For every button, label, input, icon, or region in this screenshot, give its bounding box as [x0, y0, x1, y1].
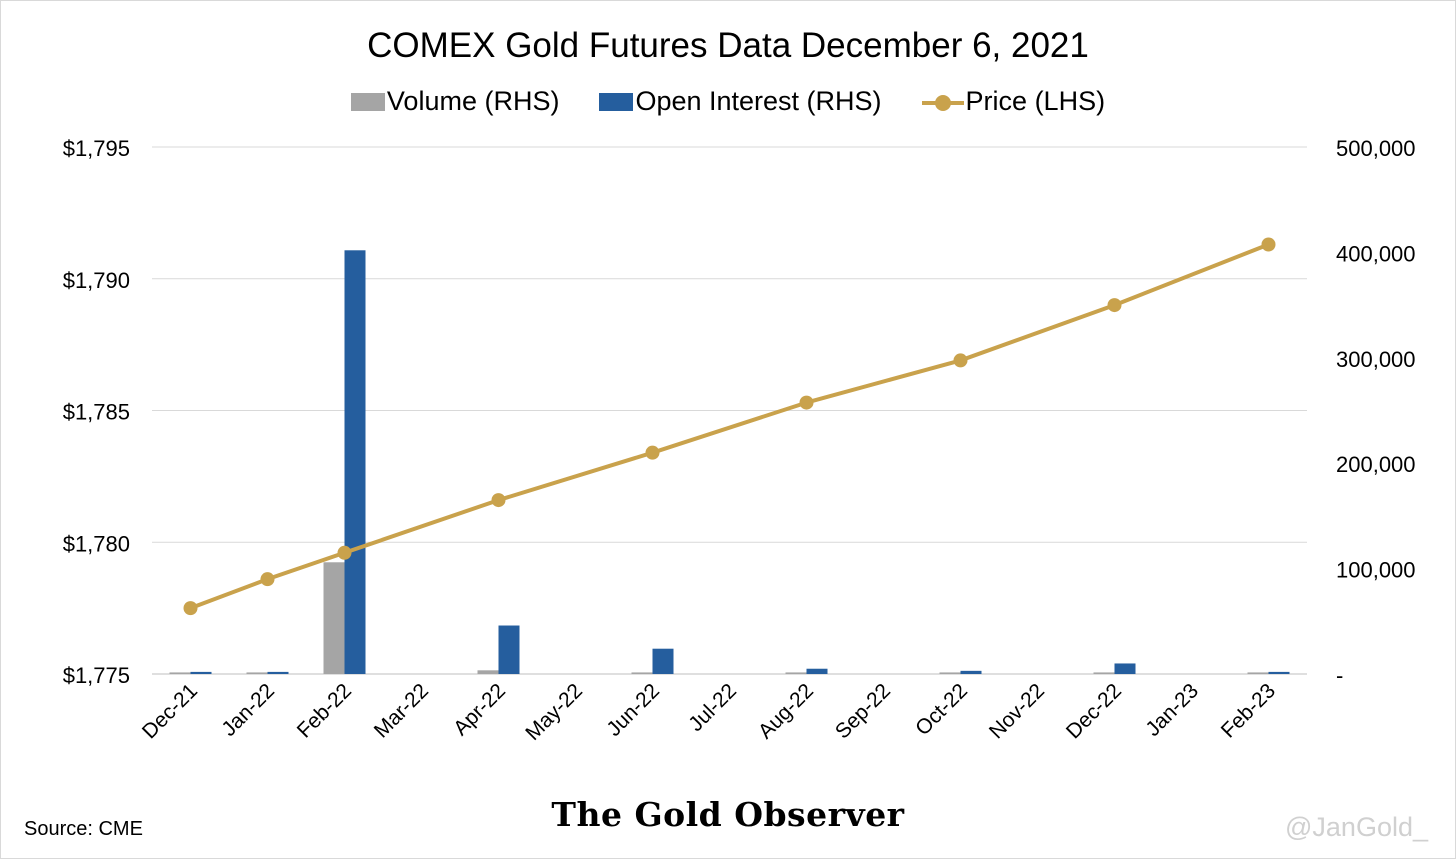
price-point [491, 493, 506, 508]
x-axis-tick-label: Dec-22 [1062, 679, 1126, 743]
volume-bar [1093, 672, 1115, 674]
volume-bar [246, 672, 268, 674]
volume-bar [169, 672, 191, 674]
price-point [645, 445, 660, 460]
x-axis-tick-label: Oct-22 [911, 679, 972, 740]
price-point [1107, 298, 1122, 313]
open-interest-bar [1114, 663, 1136, 674]
price-point [260, 572, 275, 587]
x-axis-tick-label: Jul-22 [684, 679, 741, 736]
x-axis-tick-label: Jan-23 [1141, 679, 1203, 741]
right-axis-tick-label: - [1336, 663, 1343, 688]
price-point [953, 353, 968, 368]
right-axis-tick-label: 300,000 [1336, 347, 1416, 372]
x-axis-tick-label: Sep-22 [831, 679, 895, 743]
watermark: @JanGold_ [1285, 812, 1428, 842]
volume-bar [785, 672, 807, 674]
x-axis-tick-label: Feb-22 [293, 679, 356, 742]
x-axis-tick-label: Feb-23 [1217, 679, 1280, 742]
legend-swatch-price [921, 93, 964, 111]
right-axis-tick-label: 500,000 [1336, 136, 1416, 161]
right-axis-tick-label: 400,000 [1336, 241, 1416, 266]
legend-item-open-interest: Open Interest (RHS) [599, 86, 882, 117]
open-interest-bar [498, 625, 520, 674]
left-axis-tick-label: $1,790 [63, 268, 130, 293]
right-axis-tick-label: 200,000 [1336, 452, 1416, 477]
right-axis-tick-label: 100,000 [1336, 558, 1416, 583]
volume-bar [939, 672, 961, 674]
source-note: Source: CME [24, 818, 143, 840]
volume-bar [477, 670, 499, 674]
open-interest-bar [1268, 671, 1290, 674]
x-axis-tick-label: Jun-22 [602, 679, 664, 741]
open-interest-bar [344, 250, 366, 675]
x-axis-tick-label: Apr-22 [449, 679, 510, 740]
brand-name: The Gold Observer [551, 795, 905, 834]
legend: Volume (RHS) Open Interest (RHS) Price (… [0, 86, 1456, 117]
open-interest-bar [960, 670, 982, 674]
price-point [183, 601, 198, 616]
x-axis-tick-label: Jan-22 [217, 679, 279, 741]
x-axis-tick-label: Nov-22 [985, 679, 1049, 743]
x-axis-tick-label: Aug-22 [754, 679, 818, 743]
volume-bar [1247, 672, 1269, 674]
chart-title: COMEX Gold Futures Data December 6, 2021 [367, 26, 1089, 65]
open-interest-bar [190, 671, 212, 674]
x-axis-tick-label: Dec-21 [138, 679, 202, 743]
legend-item-price: Price (LHS) [921, 86, 1106, 117]
volume-bar [323, 562, 345, 674]
legend-label-price: Price (LHS) [965, 86, 1106, 116]
legend-item-volume: Volume (RHS) [350, 86, 560, 117]
open-interest-bar [652, 648, 674, 674]
left-axis-tick-label: $1,775 [63, 663, 130, 688]
price-point [1261, 237, 1276, 252]
x-axis-tick-label: Mar-22 [370, 679, 433, 742]
left-axis-tick-label: $1,780 [63, 531, 130, 556]
legend-label-volume: Volume (RHS) [386, 86, 560, 116]
legend-swatch-open-interest [599, 92, 634, 111]
left-axis-tick-label: $1,795 [63, 136, 130, 161]
open-interest-bar [267, 671, 289, 674]
legend-label-open-interest: Open Interest (RHS) [635, 86, 882, 116]
volume-bar [631, 672, 653, 674]
price-point [337, 545, 352, 560]
legend-swatch-volume [350, 92, 385, 111]
left-axis-tick-label: $1,785 [63, 400, 130, 425]
price-point [799, 395, 814, 410]
open-interest-bar [806, 668, 828, 674]
x-axis-tick-label: May-22 [521, 679, 587, 745]
